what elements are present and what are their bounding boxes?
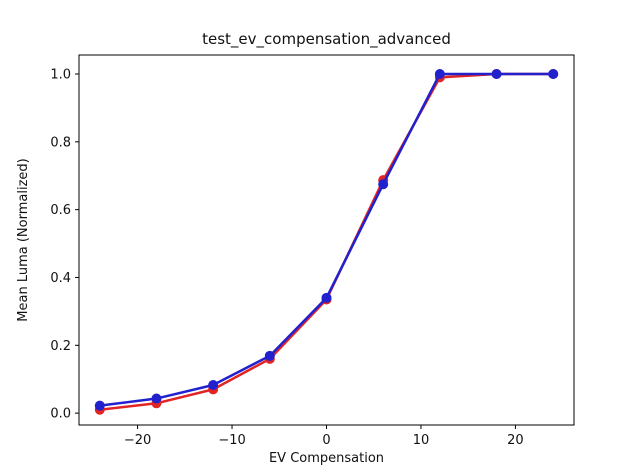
- x-tick-label: 0: [322, 433, 330, 448]
- x-tick-label: −10: [218, 433, 245, 448]
- blue-series-marker: [434, 68, 445, 79]
- blue-series-marker: [94, 400, 105, 411]
- x-tick-label: 10: [413, 433, 430, 448]
- axes-layer: −20 −10 0 10 20 0.0 0.2 0.4 0.6 0.8 1.0: [50, 67, 523, 448]
- x-axis-label: EV Compensation: [269, 451, 384, 466]
- y-tick-label: 0.8: [50, 135, 71, 150]
- blue-series-marker: [208, 379, 219, 390]
- x-tick-label: 20: [507, 433, 524, 448]
- blue-series-marker: [264, 350, 275, 361]
- x-tick-label: −20: [124, 433, 151, 448]
- blue-series-marker: [548, 68, 559, 79]
- blue-series-marker: [378, 179, 389, 190]
- plot-area: [79, 55, 574, 425]
- blue-series-marker: [491, 68, 502, 79]
- blue-series-marker: [151, 393, 162, 404]
- y-tick-label: 0.6: [50, 203, 71, 218]
- y-tick-label: 0.2: [50, 339, 71, 354]
- chart-title: test_ev_compensation_advanced: [202, 30, 451, 49]
- y-tick-label: 1.0: [50, 67, 71, 82]
- blue-series-marker: [321, 292, 332, 303]
- y-axis-label: Mean Luma (Normalized): [16, 158, 31, 321]
- series-layer: [94, 68, 559, 415]
- y-tick-label: 0.0: [50, 407, 71, 422]
- y-tick-label: 0.4: [50, 271, 71, 286]
